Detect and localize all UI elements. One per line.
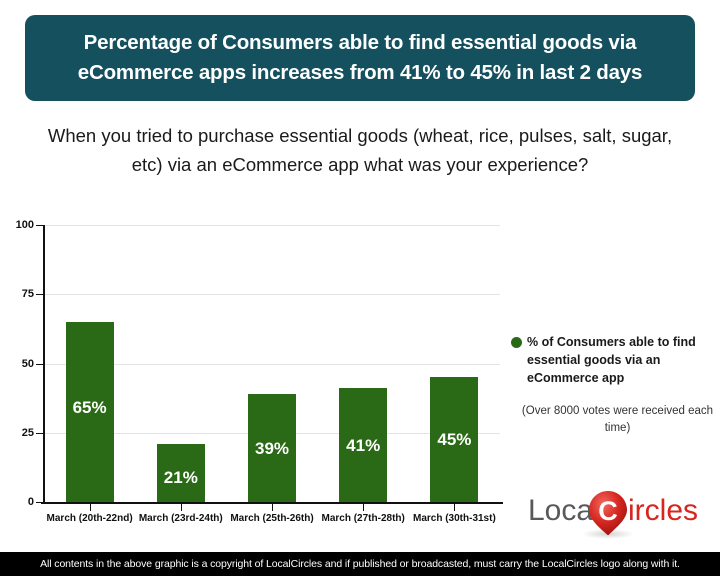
plot-area: 65% 21% 39% 41% 45% — [44, 225, 500, 503]
gridline — [44, 363, 500, 365]
y-axis-tick — [36, 502, 44, 503]
bar-value-label: 39% — [254, 439, 290, 459]
y-axis-tick — [36, 432, 44, 434]
logo-svg: Local C ircles — [528, 491, 698, 539]
legend-marker-icon — [511, 337, 522, 348]
y-axis-tick-label: 25 — [21, 426, 34, 439]
y-axis-tick-label: 50 — [21, 357, 34, 370]
x-axis-tick — [180, 504, 182, 511]
copyright-footer: All contents in the above graphic is a c… — [0, 552, 720, 576]
x-axis-tick-label: March (23rd-24th) — [138, 513, 223, 524]
bar-value-label: 45% — [437, 429, 472, 449]
localcircles-logo: Local C ircles — [524, 487, 714, 539]
map-pin-icon — [589, 491, 627, 536]
survey-question: When you tried to purchase essential goo… — [47, 125, 673, 175]
y-axis-tick-label: 75 — [21, 288, 34, 301]
y-axis-line — [43, 225, 45, 503]
legend-note: (Over 8000 votes were received each time… — [521, 405, 714, 434]
chart-legend: % of Consumers able to find essential go… — [511, 334, 716, 437]
y-axis-tick — [36, 225, 44, 226]
y-axis-tick — [36, 294, 44, 296]
x-axis-tick — [454, 504, 456, 511]
x-axis-tick-label: March (20th-22nd) — [46, 513, 133, 524]
gridline — [44, 225, 500, 226]
page-title: Percentage of Consumers able to find ess… — [77, 31, 643, 84]
bar[interactable]: 41% — [339, 388, 388, 502]
logo-text-ircles: ircles — [628, 494, 698, 527]
bar[interactable]: 45% — [430, 377, 479, 502]
y-axis-tick-label: 0 — [27, 496, 34, 508]
bar[interactable]: 65% — [65, 321, 114, 502]
header-banner: Percentage of Consumers able to find ess… — [25, 15, 695, 101]
legend-entry: % of Consumers able to find essential go… — [511, 334, 716, 387]
x-axis-tick — [363, 504, 365, 511]
y-axis-labels: 0 25 50 75 100 — [0, 210, 34, 540]
y-axis-tick — [36, 363, 44, 365]
copyright-text: All contents in the above graphic is a c… — [40, 558, 680, 570]
bar[interactable]: 21% — [156, 443, 205, 502]
gridline — [44, 294, 500, 296]
x-axis-tick-label: March (25th-26th) — [230, 513, 314, 524]
x-axis-tick-label: March (30th-31st) — [412, 513, 496, 524]
logo-pin-letter: C — [598, 496, 618, 526]
bar[interactable]: 39% — [248, 393, 296, 502]
x-axis-tick — [272, 504, 273, 511]
x-axis-tick — [89, 504, 91, 511]
y-axis-tick-label: 100 — [15, 219, 34, 231]
bar-value-label: 41% — [346, 436, 381, 456]
bar-chart: 0 25 50 75 100 65% 21% 39% 41% 45% March (20th-2… — [0, 210, 720, 540]
bar-value-label: 65% — [72, 397, 107, 417]
legend-entry-label: % of Consumers able to find essential go… — [527, 335, 696, 385]
bar-value-label: 21% — [163, 468, 198, 488]
x-axis-tick-label: March (27th-28th) — [321, 513, 405, 524]
logo-text-local: Local — [528, 494, 600, 527]
x-axis-line — [41, 502, 503, 504]
